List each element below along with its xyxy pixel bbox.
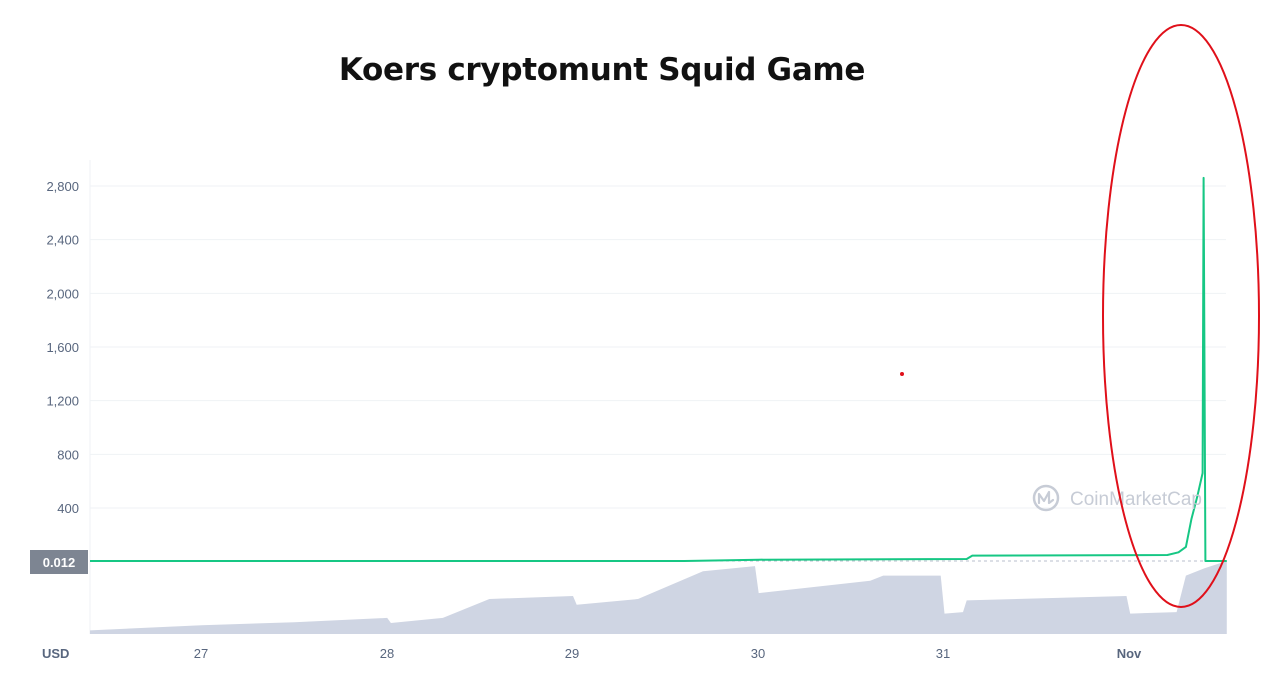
- x-tick-label: 28: [380, 646, 394, 661]
- x-tick-label: 29: [565, 646, 579, 661]
- red-highlight-ellipse: [1102, 24, 1260, 608]
- watermark-text: CoinMarketCap: [1070, 489, 1202, 510]
- x-tick-label: 31: [936, 646, 950, 661]
- coinmarketcap-watermark: CoinMarketCap: [1032, 484, 1202, 512]
- x-tick-label: 27: [194, 646, 208, 661]
- volume-path: [90, 561, 1227, 634]
- y-axis: 400 800 1,200 1,600 2,000 2,400 2,800: [46, 179, 79, 516]
- y-tick-label: 1,200: [46, 394, 79, 409]
- y-tick-label: 1,600: [46, 340, 79, 355]
- red-dot-mark: [900, 372, 904, 376]
- price-line-0: [90, 176, 1227, 562]
- y-tick-label: 800: [57, 447, 79, 462]
- x-axis: 27 28 29 30 31 Nov: [194, 646, 1142, 661]
- gridlines: [89, 160, 1226, 634]
- y-axis-unit-label: USD: [42, 646, 69, 661]
- current-price-tag-background: [30, 550, 88, 574]
- y-tick-label: 2,400: [46, 233, 79, 248]
- x-tick-label: Nov: [1117, 646, 1142, 661]
- x-tick-label: 30: [751, 646, 765, 661]
- y-tick-label: 2,000: [46, 286, 79, 301]
- coinmarketcap-logo-icon: [1032, 484, 1060, 512]
- price-series: [90, 176, 1227, 562]
- chart-title: Koers cryptomunt Squid Game: [338, 52, 866, 88]
- current-price-tag: 0.012: [30, 550, 88, 574]
- y-tick-label: 2,800: [46, 179, 79, 194]
- current-price-label: 0.012: [43, 555, 76, 570]
- y-tick-label: 400: [57, 501, 79, 516]
- volume-area: [90, 561, 1227, 634]
